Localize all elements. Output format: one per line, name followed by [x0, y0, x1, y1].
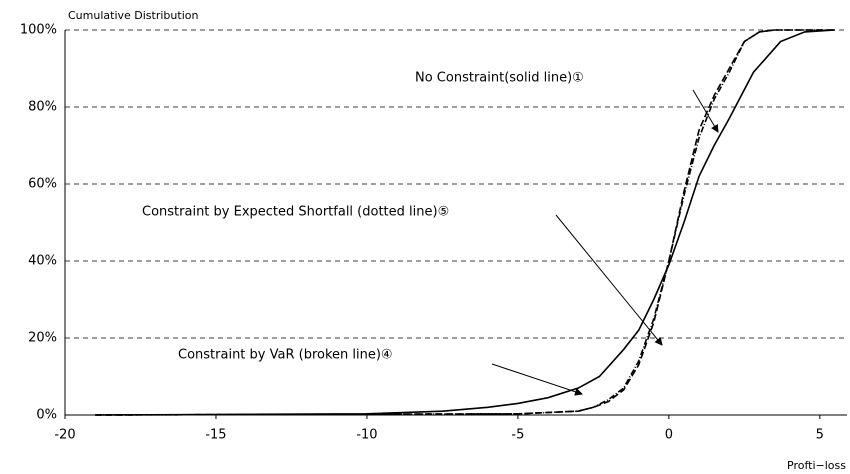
x-tick-label: -20	[54, 428, 75, 443]
arrow	[692, 89, 719, 133]
x-axis-label: Profti−loss	[787, 459, 846, 472]
x-tick-label: 5	[816, 428, 824, 443]
y-tick-label: 0%	[36, 408, 57, 423]
y-tick-label: 80%	[28, 100, 57, 115]
x-tick-label: -15	[205, 428, 226, 443]
y-tick-label: 20%	[28, 331, 57, 346]
arrow	[555, 214, 663, 346]
y-axis-label: Cumulative Distribution	[68, 9, 198, 22]
annotation: No Constraint(solid line)①	[415, 71, 584, 86]
y-tick-label: 100%	[20, 23, 57, 38]
y-tick-label: 60%	[28, 177, 57, 192]
x-tick-label: -5	[511, 428, 524, 443]
arrow	[491, 363, 583, 396]
series-line	[95, 29, 835, 416]
series-line	[95, 29, 835, 416]
x-tick-label: 0	[665, 428, 673, 443]
y-tick-label: 40%	[28, 254, 57, 269]
x-tick-label: -10	[356, 428, 377, 443]
annotation: Constraint by VaR (broken line)④	[178, 348, 393, 363]
annotation: Constraint by Expected Shortfall (dotted…	[142, 205, 449, 220]
